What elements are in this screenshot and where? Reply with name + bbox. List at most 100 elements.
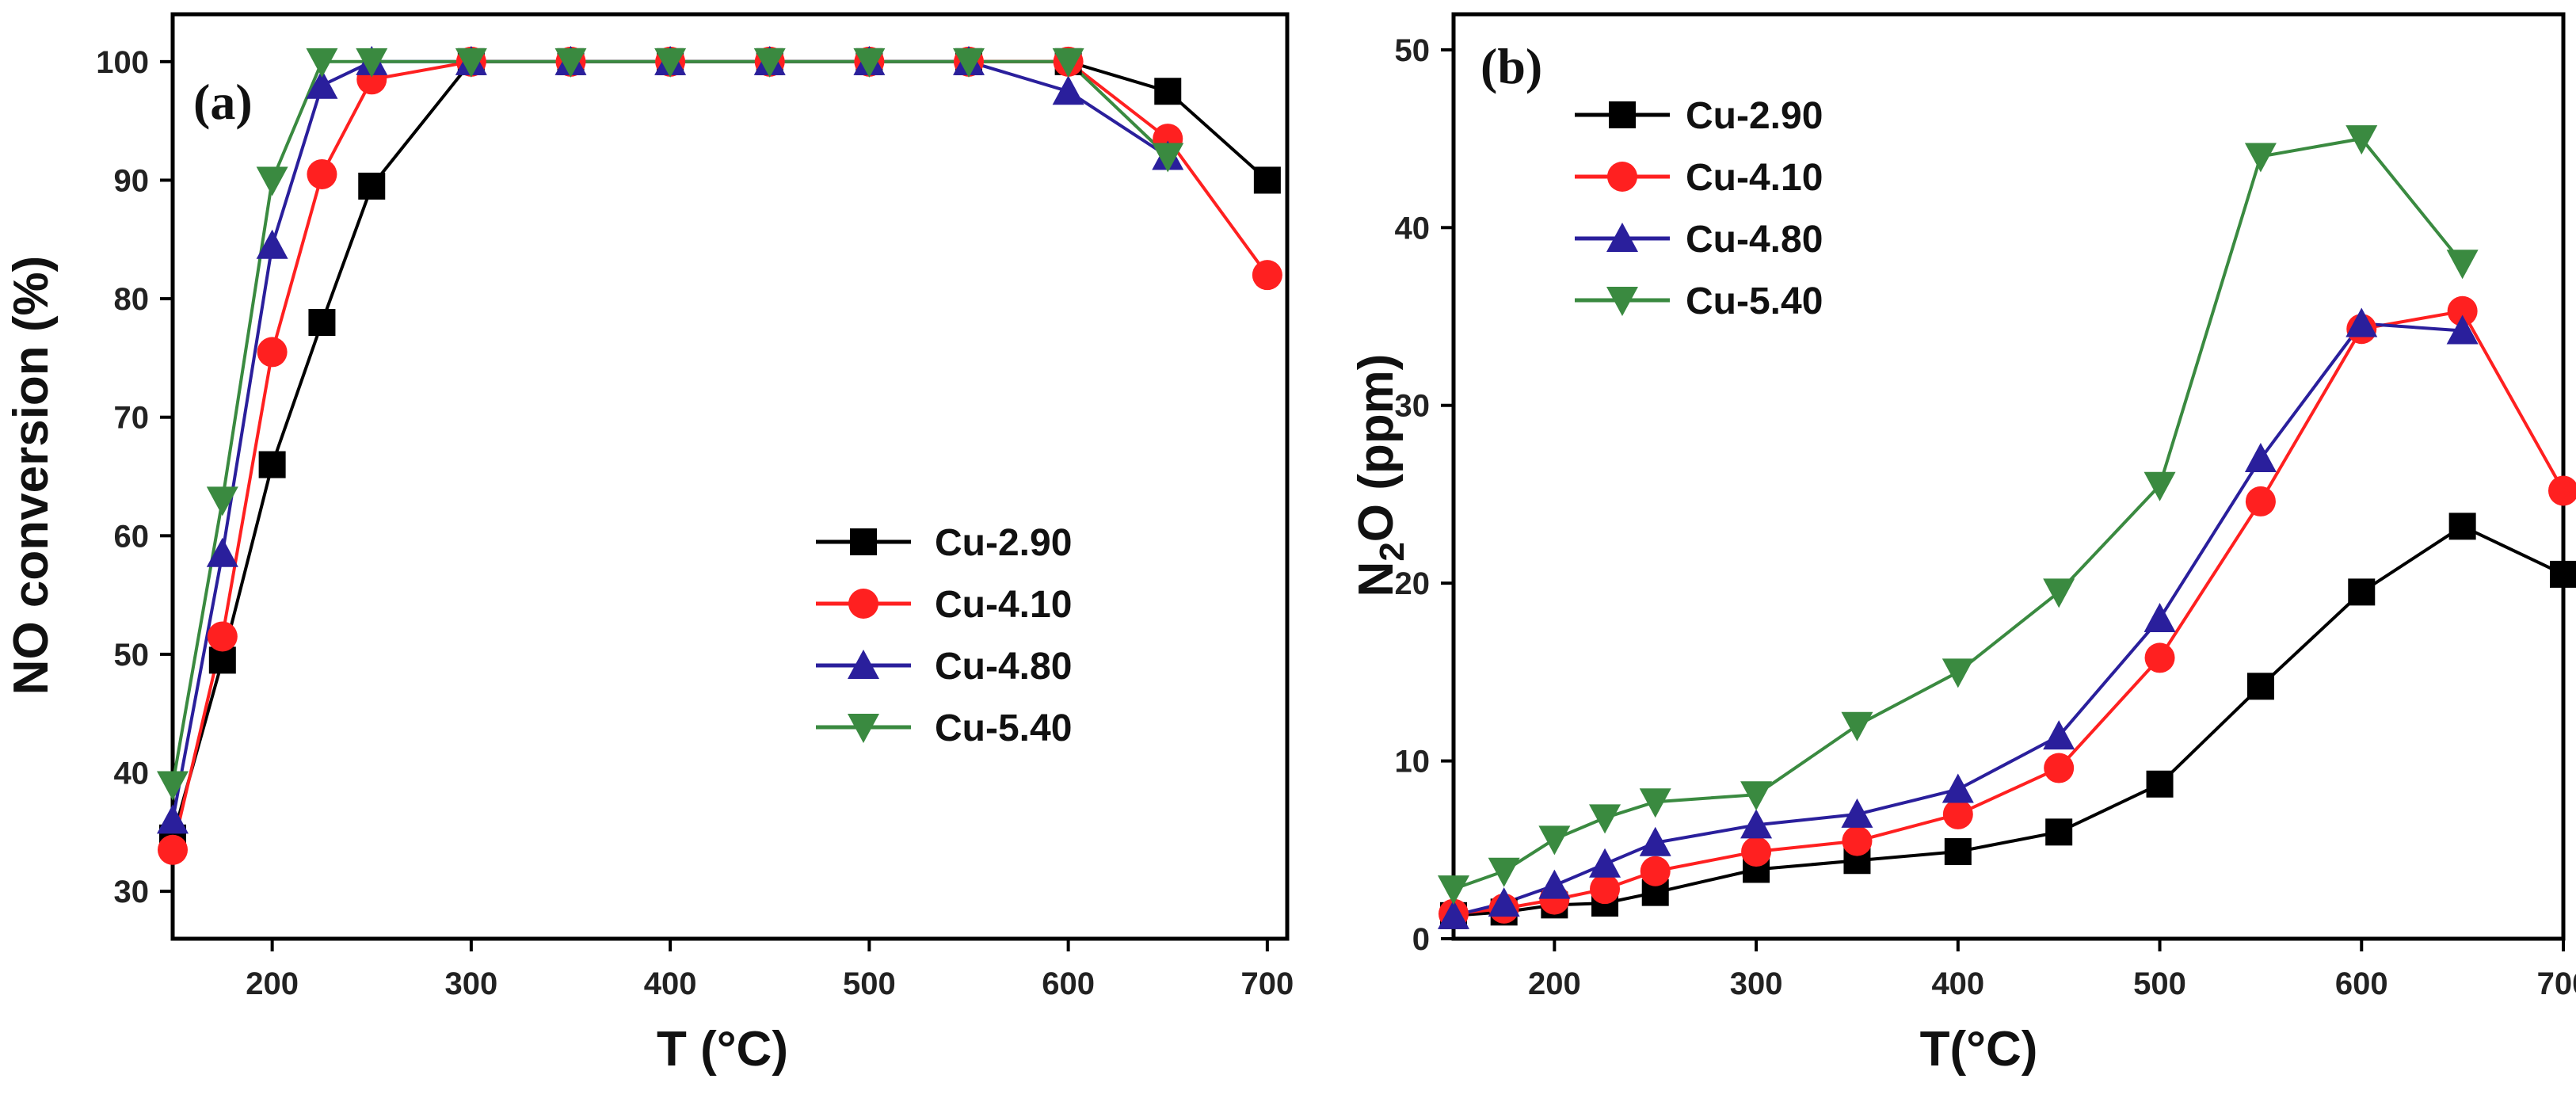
panel-a-data-point-cu-5.40	[853, 48, 886, 78]
panel-b-data-point-cu-2.90	[2550, 560, 2576, 588]
panel-b-data-point-cu-4.10	[1842, 825, 1873, 856]
panel-b-data-point-cu-5.40	[1538, 825, 1571, 856]
panel-b-data-point-cu-4.10	[1741, 837, 1772, 867]
panel-b-data-point-cu-4.10	[2245, 486, 2276, 517]
panel-a-x-axis-title: T (°C)	[657, 1022, 788, 1077]
panel-b-data-point-cu-5.40	[1488, 857, 1520, 887]
panel-a-data-point-cu-2.90	[358, 172, 386, 200]
panel-a-data-point-cu-5.40	[753, 48, 786, 78]
panel-b-legend-label: Cu-2.90	[1686, 95, 1823, 137]
panel-a-data-point-cu-4.80	[306, 69, 338, 99]
panel-b-x-tick-label: 400	[1931, 966, 1984, 1001]
panel-a-y-tick-label: 100	[96, 45, 149, 80]
panel-b-data-point-cu-2.90	[2045, 818, 2073, 846]
panel-b-y-tick-label: 10	[1395, 745, 1431, 780]
panel-b-data-point-cu-4.80	[2345, 307, 2378, 337]
panel-b-x-axis-title: T(°C)	[1920, 1022, 2038, 1077]
panel-b-legend-label: Cu-5.40	[1686, 280, 1823, 322]
panel-b-chart: 200 300 400 500 600 700 0 10 20 30 40 50 T(°C) N2O (p…	[1349, 12, 2576, 1077]
panel-b-y-tick-label: 20	[1395, 566, 1431, 601]
panel-a-y-tick-label: 70	[114, 401, 150, 436]
panel-b-data-point-cu-2.90	[2246, 673, 2274, 700]
panel-a-label: (a)	[193, 74, 253, 130]
panel-b-legend-marker	[1606, 223, 1638, 252]
panel-b-data-point-cu-4.80	[1538, 869, 1571, 899]
panel-b-data-point-cu-4.10	[2548, 475, 2576, 506]
panel-b-data-point-cu-5.40	[1740, 781, 1773, 811]
panel-b-x-tick-label: 600	[2335, 966, 2388, 1001]
panel-a-data-point-cu-5.40	[953, 48, 985, 78]
panel-b-label: (b)	[1480, 38, 1542, 94]
panel-b-plot-frame	[1451, 12, 2566, 941]
panel-b-data-point-cu-2.90	[2146, 770, 2174, 798]
panel-b-y-tick-label: 30	[1395, 389, 1431, 424]
panel-b-x-tick-label: 700	[2537, 966, 2576, 1001]
panel-a-data-point-cu-5.40	[554, 48, 587, 78]
panel-b-y-tick-label: 50	[1395, 33, 1431, 68]
panel-a-data-point-cu-5.40	[356, 48, 388, 78]
panel-a-plot-frame	[170, 12, 1290, 941]
panel-a-chart: 200 300 400 500 600 700 30 40 50 60 70 80 90 100 T (°C…	[4, 12, 1294, 1077]
panel-b-x-tick-label: 500	[2133, 966, 2186, 1001]
panel-a-data-point-cu-4.10	[1252, 260, 1282, 291]
panel-b-data-point-cu-4.10	[2447, 295, 2478, 326]
panel-b-data-point-cu-4.10	[1640, 856, 1671, 886]
panel-b-data-point-cu-4.80	[2446, 314, 2479, 345]
panel-a-y-tick-label: 40	[114, 757, 150, 791]
panel-b-data-point-cu-2.90	[1944, 838, 1972, 866]
panel-a-x-tick-label: 600	[1042, 966, 1095, 1001]
panel-a-data-point-cu-4.80	[206, 537, 238, 567]
panel-b-data-point-cu-5.40	[2043, 578, 2075, 608]
panel-a-x-tick-label: 400	[644, 966, 697, 1001]
panel-b-data-point-cu-4.80	[1438, 899, 1469, 929]
panel-b-data-point-cu-4.10	[2044, 753, 2075, 783]
y-axis-title-rest: O (ppm)	[1349, 354, 1404, 543]
panel-a-legend-label: Cu-4.80	[935, 646, 1072, 688]
panel-a-data-point-cu-4.80	[1052, 75, 1084, 105]
panel-b-data-point-cu-4.80	[2143, 603, 2176, 633]
panel-b-x-tick-label: 300	[1730, 966, 1783, 1001]
panel-a-data-point-cu-4.80	[256, 229, 288, 259]
panel-a-legend-marker	[850, 528, 877, 555]
panel-a-data-point-cu-2.90	[258, 451, 286, 478]
panel-a-legend-label: Cu-5.40	[935, 707, 1072, 749]
panel-b-y-tick-label: 0	[1412, 922, 1430, 957]
panel-b-data-point-cu-4.80	[1639, 826, 1671, 856]
panel-b-legend-marker	[1609, 101, 1636, 128]
panel-a-data-point-cu-5.40	[306, 48, 338, 78]
panel-a-data-point-cu-4.10	[257, 337, 288, 368]
panel-b-data-point-cu-5.40	[1639, 788, 1671, 818]
panel-a-data-point-cu-5.40	[206, 486, 238, 517]
panel-b-data-point-cu-5.40	[1841, 711, 1873, 741]
panel-a-y-tick-label: 90	[114, 163, 150, 198]
panel-a-y-tick-label: 50	[114, 638, 150, 673]
panel-a-y-axis-title: NO conversion (%)	[4, 256, 59, 696]
panel-a-data-point-cu-4.10	[307, 158, 337, 189]
panel-a-legend-marker	[848, 589, 878, 619]
panel-a-y-tick-label: 30	[114, 875, 150, 909]
panel-b-data-point-cu-4.10	[1590, 874, 1621, 905]
panel-a-data-point-cu-5.40	[256, 166, 288, 196]
panel-b-y-tick-label: 40	[1395, 211, 1431, 246]
panel-b-data-point-cu-4.80	[1841, 798, 1873, 828]
panel-b-y-axis-title: N2O (ppm)	[1349, 354, 1412, 597]
panel-a-series-line-cu-2.90	[171, 59, 1269, 839]
panel-a-data-point-cu-5.40	[1052, 48, 1084, 78]
panel-b-legend-marker	[1607, 162, 1637, 192]
panel-b-data-point-cu-5.40	[1942, 658, 1974, 688]
panel-a-y-tick-label: 60	[114, 519, 150, 554]
panel-a-data-point-cu-5.40	[157, 771, 189, 801]
y-axis-title-main: N	[1349, 562, 1404, 597]
panel-b-data-point-cu-5.40	[2446, 250, 2479, 280]
panel-b-data-point-cu-4.80	[2043, 720, 2075, 750]
panel-b-x-tick-label: 200	[1528, 966, 1581, 1001]
panel-a-legend-label: Cu-2.90	[935, 522, 1072, 564]
panel-b-legend-marker	[1606, 287, 1638, 316]
y-axis-title-subscript: 2	[1373, 542, 1412, 561]
panel-a-data-point-cu-5.40	[1152, 143, 1184, 173]
panel-a-x-tick-label: 500	[843, 966, 896, 1001]
panel-b-data-point-cu-5.40	[1438, 875, 1469, 905]
panel-a-data-point-cu-4.10	[158, 834, 188, 865]
panel-b-data-point-cu-2.90	[2348, 578, 2376, 606]
